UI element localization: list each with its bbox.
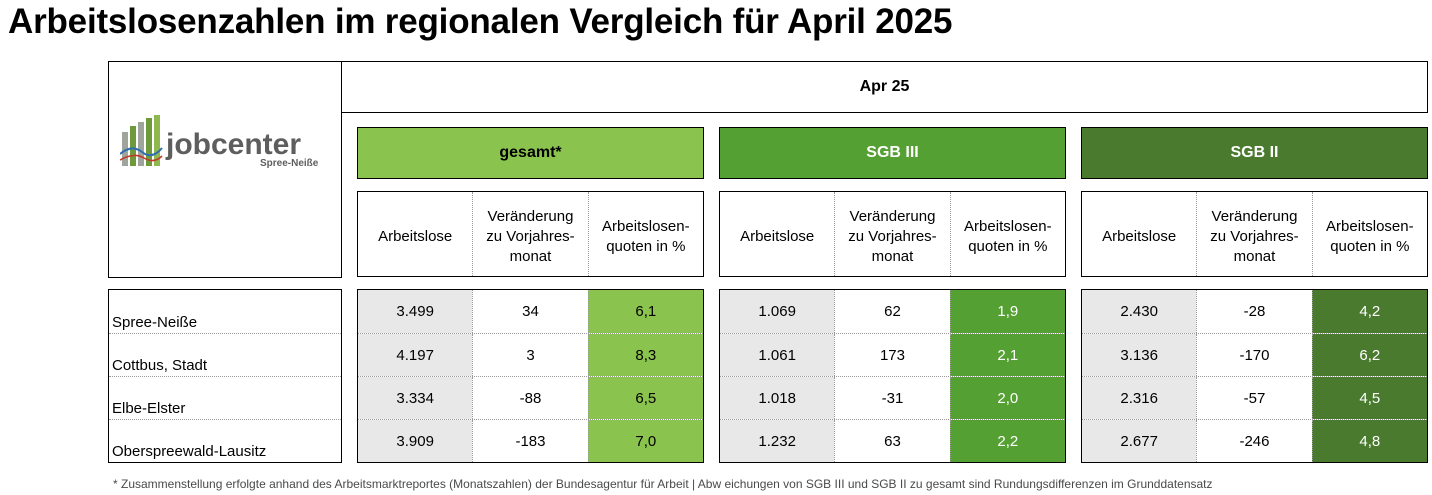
table-row: 2.677 -246 4,8 bbox=[1082, 419, 1427, 462]
table-row: 3.909 -183 7,0 bbox=[358, 419, 703, 462]
table-row: 4.197 3 8,3 bbox=[358, 333, 703, 376]
cell-veraenderung: 62 bbox=[834, 290, 950, 333]
page-title: Arbeitslosenzahlen im regionalen Verglei… bbox=[8, 2, 953, 41]
cell-veraenderung: -246 bbox=[1196, 420, 1312, 462]
group-header-sgb3: SGB III bbox=[719, 127, 1066, 179]
cell-veraenderung: 173 bbox=[834, 334, 950, 376]
cell-quote: 6,2 bbox=[1311, 334, 1427, 376]
region-names: Spree-Neiße Cottbus, Stadt Elbe-Elster O… bbox=[108, 289, 342, 463]
col-header-quote: Arbeitslosen-quoten in % bbox=[1311, 192, 1427, 276]
cell-quote: 6,5 bbox=[587, 377, 703, 419]
table-row: 3.136 -170 6,2 bbox=[1082, 333, 1427, 376]
col-header-quote: Arbeitslosen-quoten in % bbox=[949, 192, 1065, 276]
table-row: 3.499 34 6,1 bbox=[358, 290, 703, 333]
cell-arbeitslose: 1.232 bbox=[720, 420, 835, 462]
col-header-veraenderung: Veränderung zu Vorjahres-monat bbox=[834, 192, 949, 276]
group-label-sgb2: SGB II bbox=[1230, 144, 1279, 161]
col-header-veraenderung: Veränderung zu Vorjahres-monat bbox=[1196, 192, 1311, 276]
logo-word: jobcenter bbox=[165, 128, 301, 161]
col-header-veraenderung: Veränderung zu Vorjahres-monat bbox=[472, 192, 587, 276]
cell-arbeitslose: 1.018 bbox=[720, 377, 835, 419]
cell-arbeitslose: 3.136 bbox=[1082, 334, 1197, 376]
table-row: 1.232 63 2,2 bbox=[720, 419, 1065, 462]
data-block-gesamt: 3.499 34 6,1 4.197 3 8,3 3.334 -88 6,5 3.909 -183 7… bbox=[357, 289, 704, 463]
region-name: Spree-Neiße bbox=[112, 314, 198, 331]
cell-arbeitslose: 1.061 bbox=[720, 334, 835, 376]
jobcenter-logo: jobcenter Spree-Neiße bbox=[119, 114, 330, 170]
table-row: 2.316 -57 4,5 bbox=[1082, 376, 1427, 419]
cell-arbeitslose: 3.499 bbox=[358, 290, 473, 333]
cell-quote: 2,0 bbox=[949, 377, 1065, 419]
table-row: 1.069 62 1,9 bbox=[720, 290, 1065, 333]
cell-veraenderung: -28 bbox=[1196, 290, 1312, 333]
cell-quote: 2,2 bbox=[949, 420, 1065, 462]
cell-arbeitslose: 2.430 bbox=[1082, 290, 1197, 333]
jobcenter-logo-graphic: jobcenter Spree-Neiße bbox=[119, 115, 319, 169]
cell-arbeitslose: 4.197 bbox=[358, 334, 473, 376]
region-name: Oberspreewald-Lausitz bbox=[109, 419, 341, 462]
group-header-gesamt: gesamt* bbox=[357, 127, 704, 179]
cell-quote: 7,0 bbox=[587, 420, 703, 462]
cell-quote: 4,5 bbox=[1311, 377, 1427, 419]
cell-arbeitslose: 2.677 bbox=[1082, 420, 1197, 462]
period-header: Apr 25 bbox=[342, 61, 1428, 113]
cell-veraenderung: 3 bbox=[472, 334, 588, 376]
group-label-gesamt: gesamt* bbox=[499, 144, 562, 161]
cell-arbeitslose: 3.334 bbox=[358, 377, 473, 419]
cell-veraenderung: -183 bbox=[472, 420, 588, 462]
period-label: Apr 25 bbox=[859, 78, 910, 95]
table-row: 1.061 173 2,1 bbox=[720, 333, 1065, 376]
cell-veraenderung: -170 bbox=[1196, 334, 1312, 376]
group-label-sgb3: SGB III bbox=[866, 144, 919, 161]
col-header-arbeitslose: Arbeitslose bbox=[378, 228, 453, 245]
cell-veraenderung: -31 bbox=[834, 377, 950, 419]
col-header-arbeitslose: Arbeitslose bbox=[740, 228, 815, 245]
cell-veraenderung: -57 bbox=[1196, 377, 1312, 419]
data-block-sgb2: 2.430 -28 4,2 3.136 -170 6,2 2.316 -57 4,5 2.677-… bbox=[1081, 289, 1428, 463]
cell-quote: 6,1 bbox=[587, 290, 703, 333]
region-name: Cottbus, Stadt bbox=[109, 333, 341, 376]
cell-quote: 4,8 bbox=[1311, 420, 1427, 462]
table-row: 2.430 -28 4,2 bbox=[1082, 290, 1427, 333]
cell-arbeitslose: 1.069 bbox=[720, 290, 835, 333]
col-header-arbeitslose: Arbeitslose bbox=[1102, 228, 1177, 245]
column-headers-gesamt: Arbeitslose Veränderung zu Vorjahres-mona… bbox=[357, 191, 704, 277]
group-header-sgb2: SGB II bbox=[1081, 127, 1428, 179]
logo-frame bbox=[108, 61, 342, 278]
cell-veraenderung: 34 bbox=[472, 290, 588, 333]
logo-subtitle: Spree-Neiße bbox=[260, 158, 319, 169]
footnote: * Zusammenstellung erfolgte anhand des A… bbox=[113, 477, 1213, 491]
table-row: 1.018 -31 2,0 bbox=[720, 376, 1065, 419]
cell-quote: 8,3 bbox=[587, 334, 703, 376]
cell-veraenderung: 63 bbox=[834, 420, 950, 462]
cell-quote: 1,9 bbox=[949, 290, 1065, 333]
cell-arbeitslose: 2.316 bbox=[1082, 377, 1197, 419]
cell-arbeitslose: 3.909 bbox=[358, 420, 473, 462]
cell-quote: 4,2 bbox=[1311, 290, 1427, 333]
table-row: 3.334 -88 6,5 bbox=[358, 376, 703, 419]
col-header-quote: Arbeitslosen-quoten in % bbox=[587, 192, 703, 276]
column-headers-sgb2: Arbeitslose Veränderung zu Vorjahres-mona… bbox=[1081, 191, 1428, 277]
data-block-sgb3: 1.069 62 1,9 1.061 173 2,1 1.018 -31 2,0 1.232 63 2… bbox=[719, 289, 1066, 463]
cell-quote: 2,1 bbox=[949, 334, 1065, 376]
region-name: Elbe-Elster bbox=[109, 376, 341, 419]
cell-veraenderung: -88 bbox=[472, 377, 588, 419]
column-headers-sgb3: Arbeitslose Veränderung zu Vorjahres-mona… bbox=[719, 191, 1066, 277]
